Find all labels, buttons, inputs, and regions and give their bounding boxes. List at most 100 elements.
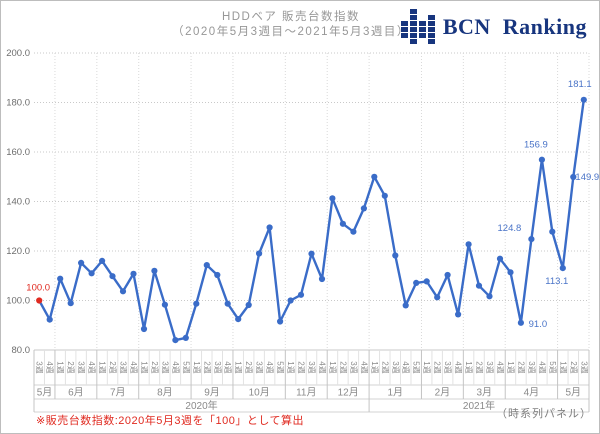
x-axis-week-label: 3週 bbox=[119, 361, 128, 373]
x-axis-week-label: 1週 bbox=[192, 361, 201, 373]
bcn-logo-icon bbox=[400, 9, 435, 44]
x-axis-week-label: 1週 bbox=[506, 361, 515, 373]
y-axis-tick-label: 140.0 bbox=[6, 197, 30, 208]
data-point bbox=[413, 279, 420, 286]
y-axis-tick-label: 80.0 bbox=[12, 345, 31, 356]
data-point bbox=[277, 318, 284, 325]
data-point bbox=[182, 334, 189, 341]
x-axis-week-label: 2週 bbox=[475, 361, 484, 373]
data-point bbox=[455, 311, 462, 318]
x-axis-month-label: 9月 bbox=[204, 387, 220, 399]
x-axis-month-label: 7月 bbox=[110, 387, 126, 399]
data-point bbox=[580, 96, 587, 103]
data-point bbox=[465, 241, 472, 248]
x-axis-year-label: 2021年 bbox=[463, 399, 495, 412]
x-axis-week-label: 2週 bbox=[108, 361, 117, 373]
x-axis-week-label: 4週 bbox=[223, 361, 232, 373]
data-point-label: 156.9 bbox=[524, 140, 548, 151]
data-point bbox=[570, 173, 577, 181]
bcn-logo: BCN Ranking bbox=[400, 9, 587, 44]
data-point-label: 100.0 bbox=[26, 283, 50, 294]
data-point bbox=[88, 270, 95, 277]
x-axis-week-label: 4週 bbox=[87, 361, 96, 373]
x-axis-week-label: 3週 bbox=[527, 361, 536, 373]
x-axis-week-label: 4週 bbox=[537, 361, 546, 373]
data-point bbox=[57, 275, 64, 282]
x-axis-week-label: 5週 bbox=[276, 361, 285, 373]
data-point bbox=[109, 273, 116, 280]
data-point bbox=[517, 319, 525, 326]
x-axis-week-label: 2週 bbox=[202, 361, 211, 373]
data-point bbox=[559, 265, 566, 272]
data-point bbox=[339, 220, 346, 227]
x-axis-week-label: 4週 bbox=[45, 361, 54, 373]
x-axis-week-label: 3週 bbox=[485, 361, 494, 373]
data-point bbox=[151, 267, 158, 274]
x-axis-week-label: 4週 bbox=[265, 361, 274, 373]
x-axis-week-label: 2週 bbox=[380, 361, 389, 373]
x-axis-week-label: 1週 bbox=[422, 361, 431, 373]
data-point bbox=[371, 173, 378, 180]
data-point bbox=[161, 301, 168, 308]
x-axis-week-label: 1週 bbox=[370, 361, 379, 373]
x-axis-week-label: 2週 bbox=[244, 361, 253, 373]
x-axis-week-label: 1週 bbox=[464, 361, 473, 373]
data-point bbox=[350, 228, 357, 235]
data-point bbox=[214, 271, 221, 279]
data-point bbox=[140, 325, 148, 333]
x-axis-month-label: 3月 bbox=[477, 387, 493, 399]
x-axis-week-label: 1週 bbox=[56, 361, 65, 373]
x-axis-week-label: 3週 bbox=[443, 361, 452, 373]
x-axis-month-label: 10月 bbox=[249, 387, 270, 399]
data-point bbox=[486, 293, 493, 300]
data-point bbox=[329, 195, 336, 202]
data-point bbox=[172, 337, 179, 344]
x-axis-year-label: 2020年 bbox=[185, 399, 217, 412]
x-axis-week-label: 4週 bbox=[454, 361, 463, 373]
data-point bbox=[119, 288, 127, 295]
data-point bbox=[99, 257, 106, 264]
panel-type-label: （時系列パネル） bbox=[496, 408, 592, 420]
x-axis-week-label: 3週 bbox=[349, 361, 358, 373]
data-point bbox=[402, 302, 409, 309]
x-axis-week-label: 3週 bbox=[77, 361, 86, 373]
x-axis-week-label: 2週 bbox=[433, 361, 442, 373]
data-point-label: 149.9 bbox=[575, 172, 599, 183]
x-axis-week-label: 1週 bbox=[234, 361, 243, 373]
data-point-label: 181.1 bbox=[568, 79, 592, 90]
data-point bbox=[256, 250, 263, 257]
data-point bbox=[318, 275, 326, 283]
x-axis-month-label: 5月 bbox=[566, 387, 582, 399]
x-axis-week-label: 5週 bbox=[181, 361, 190, 373]
x-axis-week-label: 5週 bbox=[548, 361, 557, 373]
x-axis-month-label: 12月 bbox=[338, 387, 359, 399]
x-axis-week-label: 5週 bbox=[412, 361, 421, 373]
data-point bbox=[130, 270, 137, 277]
base-data-point bbox=[36, 297, 43, 304]
x-axis-week-label: 4週 bbox=[495, 361, 504, 373]
data-point bbox=[507, 269, 514, 276]
data-point-label: 124.8 bbox=[498, 223, 522, 234]
x-axis-week-label: 4週 bbox=[317, 361, 326, 373]
data-point bbox=[381, 192, 388, 199]
x-axis-week-label: 2週 bbox=[150, 361, 159, 373]
y-axis-tick-label: 100.0 bbox=[6, 296, 30, 307]
x-axis-week-label: 1週 bbox=[328, 361, 337, 373]
x-axis-week-label: 3週 bbox=[391, 361, 400, 373]
x-axis-week-label: 2週 bbox=[516, 361, 525, 373]
x-axis-week-label: 1週 bbox=[98, 361, 107, 373]
x-axis-week-label: 3週 bbox=[35, 361, 44, 373]
data-point bbox=[297, 291, 305, 298]
data-point-label: 113.1 bbox=[545, 276, 568, 287]
x-axis-month-label: 6月 bbox=[68, 387, 84, 399]
x-axis-week-label: 4週 bbox=[359, 361, 368, 373]
x-axis-week-label: 4週 bbox=[401, 361, 410, 373]
bcn-logo-text: BCN Ranking bbox=[442, 13, 587, 39]
data-point bbox=[444, 271, 451, 279]
x-axis-week-label: 3週 bbox=[307, 361, 316, 373]
x-axis-week-label: 2週 bbox=[66, 361, 75, 373]
data-point bbox=[392, 252, 399, 259]
x-axis-week-label: 4週 bbox=[171, 361, 180, 373]
